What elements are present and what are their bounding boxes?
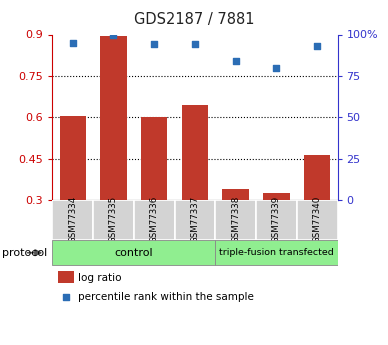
Point	[233, 58, 239, 64]
Bar	[52, 200, 93, 240]
Text: GSM77334: GSM77334	[68, 196, 77, 243]
Bar	[175, 200, 215, 240]
Bar	[93, 200, 134, 240]
Point	[111, 32, 117, 37]
Bar	[304, 155, 331, 200]
Bar	[100, 36, 127, 200]
Bar	[182, 105, 208, 200]
Bar	[141, 117, 168, 200]
Bar	[134, 200, 175, 240]
Text: GSM77340: GSM77340	[313, 196, 322, 243]
Text: GSM77335: GSM77335	[109, 196, 118, 243]
Text: control: control	[114, 248, 153, 258]
Bar	[215, 240, 338, 265]
Point	[274, 65, 280, 70]
Point	[151, 42, 158, 47]
Point	[70, 40, 76, 46]
Bar	[58, 271, 74, 283]
Text: protocol: protocol	[2, 248, 47, 258]
Bar	[263, 193, 290, 200]
Bar	[215, 200, 256, 240]
Point	[192, 42, 198, 47]
Point	[314, 43, 320, 49]
Point	[63, 294, 69, 300]
Text: GSM77336: GSM77336	[150, 196, 159, 243]
Bar	[297, 200, 338, 240]
Bar	[222, 189, 249, 200]
Bar	[256, 200, 297, 240]
Bar	[59, 116, 86, 200]
Text: GSM77337: GSM77337	[191, 196, 199, 243]
Text: GSM77338: GSM77338	[231, 196, 240, 243]
Text: GSM77339: GSM77339	[272, 196, 281, 243]
Text: GDS2187 / 7881: GDS2187 / 7881	[134, 12, 254, 27]
Text: log ratio: log ratio	[78, 273, 121, 283]
Text: percentile rank within the sample: percentile rank within the sample	[78, 292, 254, 302]
Bar	[52, 240, 215, 265]
Text: triple-fusion transfected: triple-fusion transfected	[219, 248, 334, 257]
